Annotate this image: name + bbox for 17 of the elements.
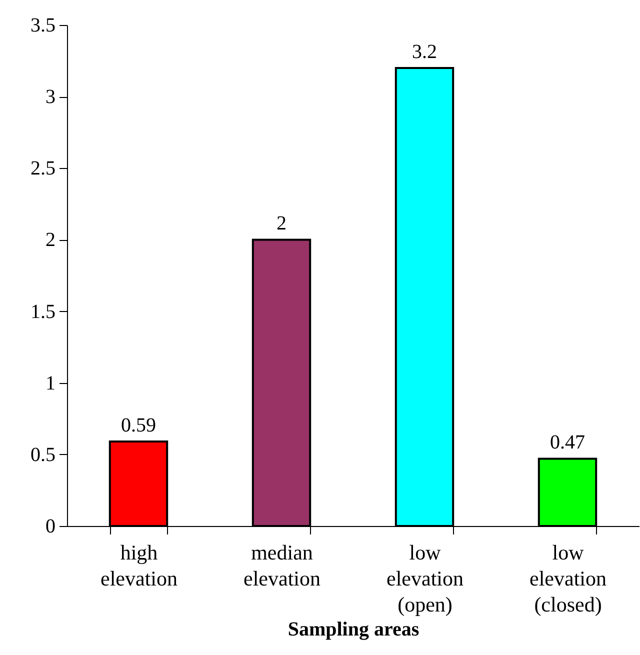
y-tick-label: 0.5 [30,444,56,466]
y-tick-label: 0 [46,516,56,538]
x-axis-title: Sampling areas [288,618,420,640]
data-label: 0.59 [121,414,156,437]
y-tick-label: 1.5 [30,300,56,323]
x-tick-label: low elevation (open) [386,540,464,616]
data-label: 2 [276,212,286,235]
y-tick-label: 1 [46,372,56,394]
data-label: 0.47 [550,432,585,454]
y-tick-label: 2 [46,229,56,252]
y-tick-label: 3 [46,86,56,108]
x-tick-label: low elevation (closed) [530,540,607,616]
x-tick-label: median elevation [244,540,321,590]
y-tick-label: 3.5 [30,14,56,36]
data-label: 3.2 [412,40,437,63]
y-tick-label: 2.5 [30,158,56,180]
x-tick-label: high elevation [100,540,178,590]
